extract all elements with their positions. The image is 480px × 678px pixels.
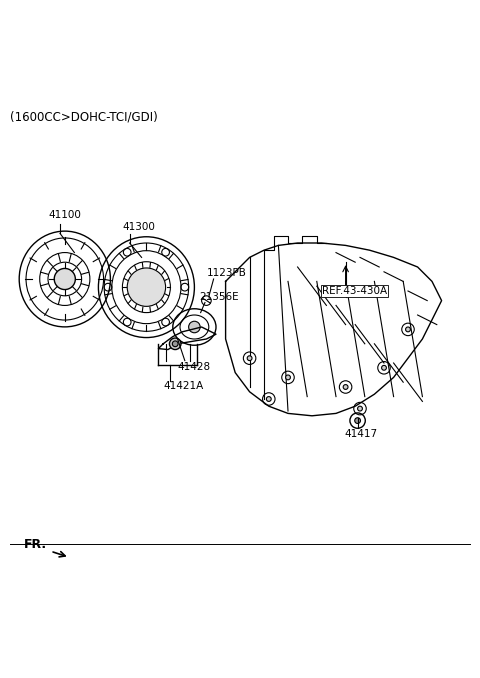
Circle shape — [189, 321, 200, 333]
Circle shape — [266, 397, 271, 401]
Text: FR.: FR. — [24, 538, 47, 551]
Circle shape — [355, 418, 360, 424]
Text: 41428: 41428 — [178, 362, 211, 372]
Text: 41100: 41100 — [48, 210, 81, 220]
Text: REF.43-430A: REF.43-430A — [322, 286, 387, 296]
Circle shape — [358, 406, 362, 411]
Circle shape — [406, 327, 410, 332]
Text: (1600CC>DOHC-TCI/GDI): (1600CC>DOHC-TCI/GDI) — [10, 111, 157, 124]
Text: 21356E: 21356E — [199, 292, 239, 302]
Circle shape — [169, 338, 181, 350]
Circle shape — [172, 341, 178, 346]
Circle shape — [54, 268, 75, 290]
Text: 1123PB: 1123PB — [206, 268, 246, 277]
Circle shape — [247, 356, 252, 361]
Circle shape — [127, 268, 166, 306]
Circle shape — [382, 365, 386, 370]
Text: 41421A: 41421A — [163, 381, 204, 391]
Circle shape — [286, 375, 290, 380]
Text: 41300: 41300 — [122, 222, 155, 233]
Circle shape — [343, 384, 348, 389]
Text: 41417: 41417 — [345, 428, 378, 439]
